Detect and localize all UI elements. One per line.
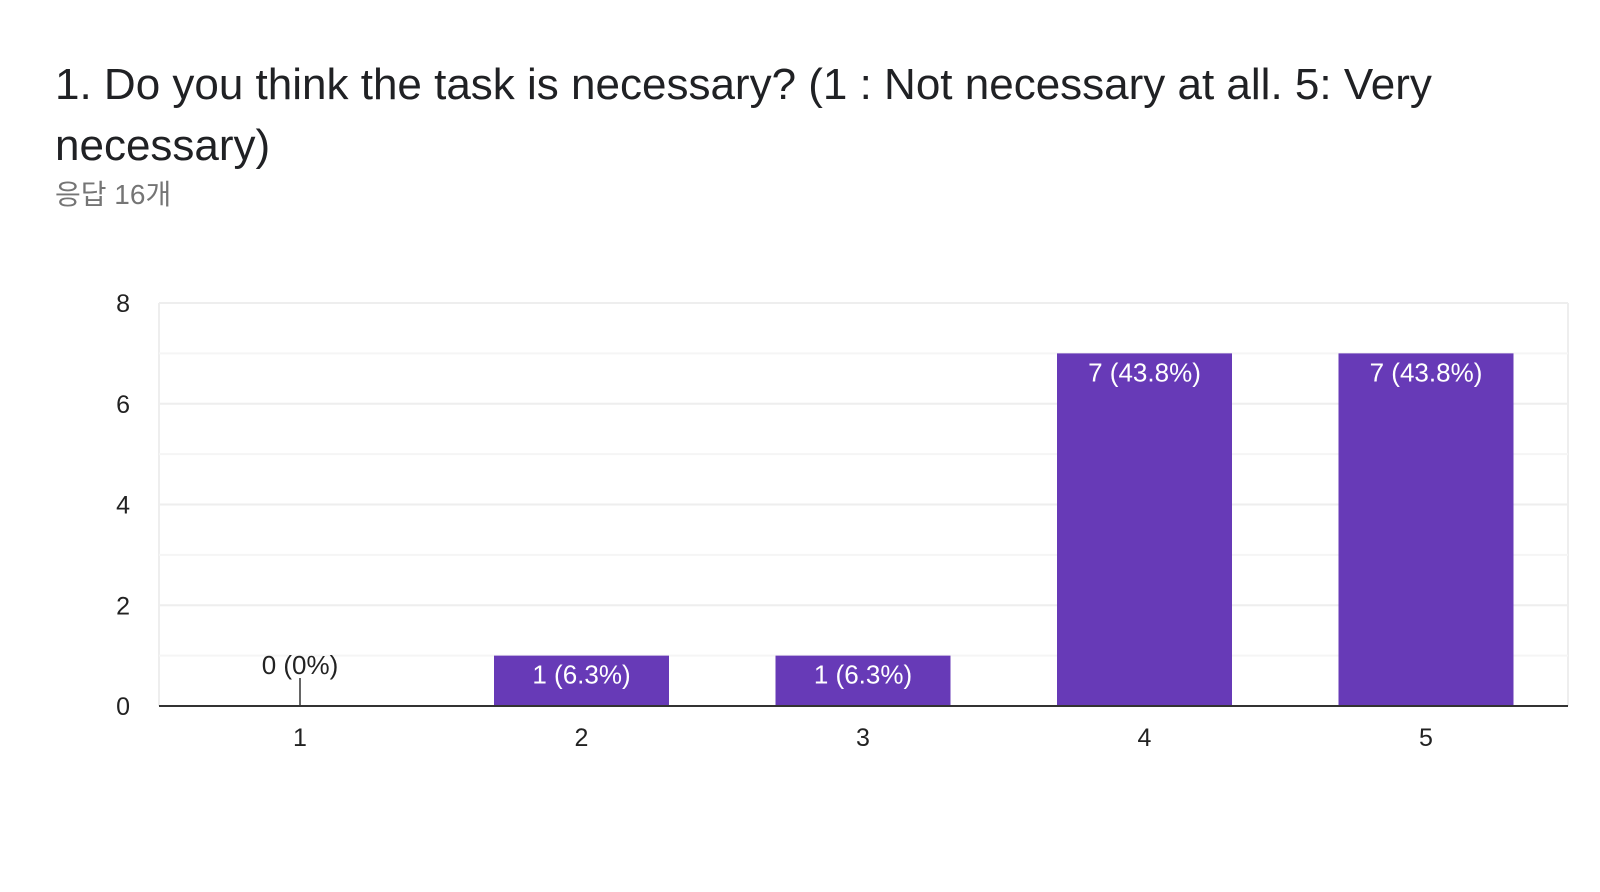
x-tick-label: 2 [575,724,589,752]
data-label: 7 (43.8%) [1370,357,1483,387]
y-tick-label: 0 [116,693,130,721]
bars [299,353,1514,706]
x-tick-label: 5 [1419,724,1433,752]
x-tick-label: 1 [293,724,307,752]
bar-4 [1057,353,1232,706]
data-label: 1 (6.3%) [814,660,912,690]
data-label: 1 (6.3%) [532,660,630,690]
x-tick-label: 4 [1138,724,1152,752]
bar-5 [1338,353,1514,706]
bar-2 [494,655,669,706]
y-tick-label: 4 [116,492,130,520]
response-count: 응답 16개 [55,179,172,210]
data-label: 7 (43.8%) [1088,357,1201,387]
x-tick-label: 3 [856,724,870,752]
y-tick-label: 6 [116,391,130,419]
y-tick-label: 8 [116,290,130,318]
bar-3 [775,655,951,706]
data-label: 0 (0%) [262,650,339,680]
question-title: 1. Do you think the task is necessary? (… [55,60,1432,170]
y-tick-label: 2 [116,592,130,620]
